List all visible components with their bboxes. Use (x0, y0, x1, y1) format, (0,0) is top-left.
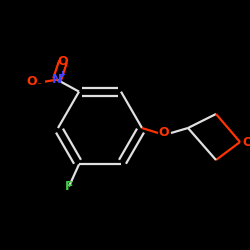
Text: ⁻: ⁻ (36, 82, 42, 92)
Text: +: + (58, 70, 66, 79)
Text: F: F (65, 180, 73, 193)
Text: O: O (26, 75, 37, 88)
Text: O: O (58, 55, 68, 68)
Text: O: O (159, 126, 169, 140)
Text: O: O (243, 136, 250, 148)
Text: N: N (52, 73, 62, 86)
